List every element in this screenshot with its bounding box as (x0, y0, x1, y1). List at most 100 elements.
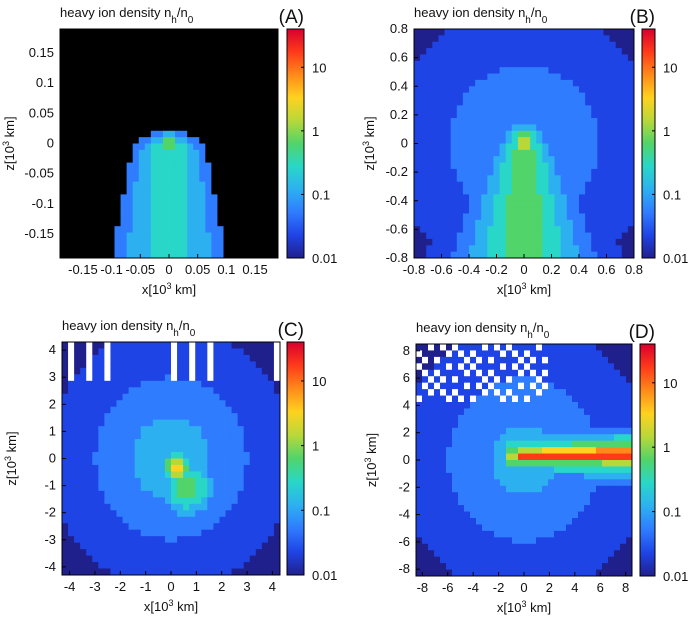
heatmap-cell (560, 86, 568, 94)
heatmap-cell (98, 464, 105, 472)
heatmap-cell (237, 490, 245, 498)
heatmap-cell (597, 48, 604, 55)
heatmap-cell (241, 219, 249, 227)
heatmap-cell (271, 232, 279, 240)
heatmap-cell (247, 54, 255, 62)
heatmap-cell (229, 156, 237, 163)
heatmap-cell (579, 60, 586, 68)
heatmap-cell (482, 408, 489, 416)
heatmap-cell (591, 118, 598, 125)
heatmap-cell (548, 434, 555, 442)
heatmap-cell (189, 367, 196, 375)
heatmap-cell (235, 238, 243, 246)
heatmap-cell (462, 149, 470, 157)
heatmap-cell (134, 477, 142, 485)
heatmap-cell (183, 439, 190, 446)
heatmap-cell (164, 497, 172, 505)
heatmap-cell (183, 432, 190, 440)
heatmap-cell (114, 130, 121, 138)
heatmap-cell (517, 162, 525, 170)
heatmap-cell (488, 369, 495, 377)
heatmap-cell (72, 41, 79, 49)
heatmap-cell (241, 162, 249, 170)
heatmap-cell (432, 213, 439, 221)
heatmap-cell (80, 471, 87, 479)
heatmap-cell (426, 124, 433, 132)
heatmap-cell (505, 105, 513, 113)
heatmap-cell (432, 194, 439, 202)
heatmap-cell (273, 523, 281, 531)
heatmap-cell (140, 393, 148, 401)
heatmap-cell (189, 342, 196, 349)
heatmap-cell (566, 492, 573, 500)
heatmap-cell (114, 111, 121, 119)
heatmap-cell (566, 67, 574, 74)
heatmap-cell (267, 471, 275, 479)
heatmap-cell (517, 251, 525, 259)
heatmap-cell (438, 73, 445, 81)
heatmap-cell (255, 555, 263, 563)
heatmap-cell (548, 238, 555, 246)
colorbar-tick-label: 1 (663, 124, 670, 139)
heatmap-cell (72, 162, 79, 170)
heatmap-cell (572, 344, 579, 351)
heatmap-cell (207, 426, 214, 434)
heatmap-cell (235, 207, 243, 214)
heatmap-cell (500, 421, 507, 429)
heatmap-cell (116, 452, 123, 459)
heatmap-cell (213, 400, 220, 408)
heatmap-cell (500, 414, 507, 422)
heatmap-cell (146, 354, 154, 362)
heatmap-cell (434, 460, 441, 467)
heatmap-cell (189, 400, 196, 408)
heatmap-cell (122, 413, 130, 421)
heatmap-cell (524, 376, 531, 384)
heatmap-cell (548, 466, 555, 474)
heatmap-cell (420, 194, 427, 202)
heatmap-cell (110, 464, 117, 472)
heatmap-cell (62, 367, 69, 375)
heatmap-cell (511, 105, 519, 113)
heatmap-cell (273, 503, 281, 511)
heatmap-cell (140, 549, 148, 556)
heatmap-cell (171, 542, 178, 550)
heatmap-cell (217, 111, 224, 119)
heatmap-cell (548, 54, 555, 62)
heatmap-cell (84, 73, 91, 81)
heatmap-cell (110, 354, 117, 362)
heatmap-cell (253, 130, 261, 138)
heatmap-cell (426, 162, 433, 170)
heatmap-cell (255, 523, 263, 531)
heatmap-cell (432, 130, 439, 138)
heatmap-cell (187, 111, 194, 119)
heatmap-cell (572, 175, 580, 183)
heatmap-cell (78, 60, 85, 68)
heatmap-cell (96, 54, 103, 62)
heatmap-cell (476, 382, 483, 390)
heatmap-cell (554, 402, 561, 409)
heatmap-cell (524, 194, 531, 202)
heatmap-cell (225, 562, 232, 569)
heatmap-cell (249, 516, 257, 524)
heatmap-cell (235, 86, 243, 94)
heatmap-cell (235, 226, 243, 233)
heatmap-cell (432, 54, 439, 62)
heatmap-cell (464, 427, 471, 435)
heatmap-cell (591, 219, 598, 227)
colorbar (286, 28, 305, 259)
heatmap-cell (517, 130, 525, 138)
heatmap-cell (267, 342, 275, 349)
heatmap-cell (591, 207, 598, 214)
heatmap-cell (235, 143, 243, 151)
heatmap-cell (223, 60, 230, 68)
heatmap-cell (84, 60, 91, 68)
heatmap-cell (591, 130, 598, 138)
heatmap-cell (62, 452, 69, 459)
heatmap-cell (132, 73, 140, 81)
heatmap-cell (229, 232, 237, 240)
heatmap-cell (265, 105, 273, 113)
heatmap-cell (195, 497, 202, 505)
heatmap-cell (66, 48, 73, 55)
heatmap-cell (548, 200, 555, 208)
heatmap-cell (66, 143, 73, 151)
